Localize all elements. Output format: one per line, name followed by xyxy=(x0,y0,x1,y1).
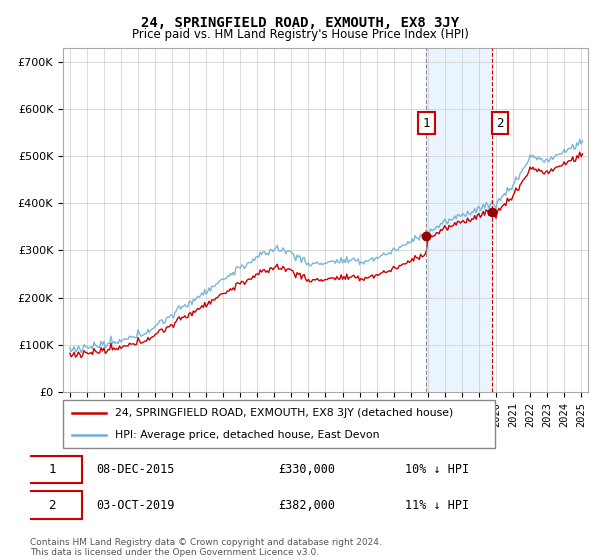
FancyBboxPatch shape xyxy=(22,456,82,483)
Text: 1: 1 xyxy=(422,116,430,129)
Text: 2: 2 xyxy=(49,498,56,512)
Text: HPI: Average price, detached house, East Devon: HPI: Average price, detached house, East… xyxy=(115,430,379,440)
Text: Price paid vs. HM Land Registry's House Price Index (HPI): Price paid vs. HM Land Registry's House … xyxy=(131,28,469,41)
Text: 24, SPRINGFIELD ROAD, EXMOUTH, EX8 3JY: 24, SPRINGFIELD ROAD, EXMOUTH, EX8 3JY xyxy=(141,16,459,30)
Text: 08-DEC-2015: 08-DEC-2015 xyxy=(96,463,175,477)
Text: £382,000: £382,000 xyxy=(278,498,335,512)
Text: 2: 2 xyxy=(496,116,504,129)
Bar xyxy=(427,48,491,392)
Text: 10% ↓ HPI: 10% ↓ HPI xyxy=(406,463,469,477)
Text: 11% ↓ HPI: 11% ↓ HPI xyxy=(406,498,469,512)
FancyBboxPatch shape xyxy=(22,492,82,519)
Text: Contains HM Land Registry data © Crown copyright and database right 2024.
This d: Contains HM Land Registry data © Crown c… xyxy=(30,538,382,557)
Text: 24, SPRINGFIELD ROAD, EXMOUTH, EX8 3JY (detached house): 24, SPRINGFIELD ROAD, EXMOUTH, EX8 3JY (… xyxy=(115,408,453,418)
Text: 03-OCT-2019: 03-OCT-2019 xyxy=(96,498,175,512)
Text: 1: 1 xyxy=(49,463,56,477)
Text: £330,000: £330,000 xyxy=(278,463,335,477)
